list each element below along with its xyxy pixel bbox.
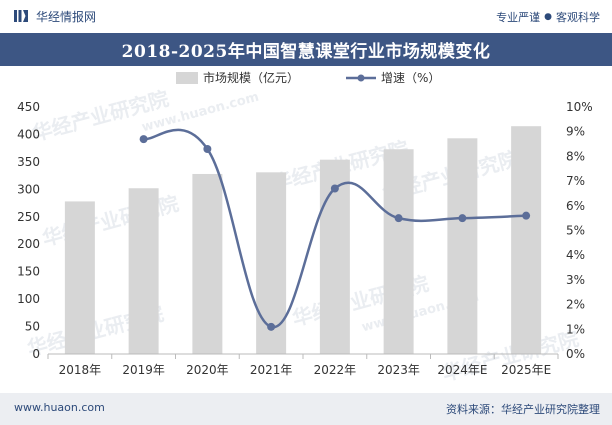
x-tick-label: 2023年 bbox=[377, 363, 420, 377]
brand-logo-icon bbox=[14, 10, 28, 22]
left-tick-label: 450 bbox=[17, 100, 40, 114]
left-tick-label: 50 bbox=[25, 320, 40, 334]
x-tick-label: 2021年 bbox=[250, 363, 293, 377]
right-tick-label: 7% bbox=[566, 174, 585, 188]
chart-title: 2018-2025年中国智慧课堂行业市场规模变化 bbox=[121, 42, 491, 62]
left-tick-label: 150 bbox=[17, 265, 40, 279]
footer-website: www.huaon.com bbox=[14, 401, 105, 414]
bar bbox=[128, 188, 159, 354]
right-tick-label: 3% bbox=[566, 273, 585, 287]
slogan-left: 专业严谨 bbox=[496, 11, 541, 24]
right-tick-label: 10% bbox=[566, 100, 593, 114]
right-tick-label: 0% bbox=[566, 347, 585, 361]
bar bbox=[192, 173, 223, 354]
line-point bbox=[203, 144, 212, 153]
left-tick-label: 100 bbox=[17, 292, 40, 306]
right-tick-label: 2% bbox=[566, 298, 585, 312]
line-point bbox=[267, 322, 276, 331]
legend-bar-swatch bbox=[176, 72, 198, 84]
title-bar: 2018-2025年中国智慧课堂行业市场规模变化 bbox=[0, 33, 612, 66]
left-tick-label: 0 bbox=[32, 347, 40, 361]
right-tick-label: 9% bbox=[566, 125, 585, 139]
left-tick-label: 400 bbox=[17, 127, 40, 141]
line-point bbox=[330, 184, 339, 193]
line-point bbox=[394, 214, 403, 223]
right-tick-label: 4% bbox=[566, 248, 585, 262]
bar bbox=[383, 149, 414, 354]
top-bar: 华经情报网 专业严谨 ● 客观科学 bbox=[0, 0, 612, 30]
slogan-right: 客观科学 bbox=[556, 11, 600, 24]
line-point bbox=[522, 211, 531, 220]
bar bbox=[447, 138, 478, 354]
x-tick-label: 2019年 bbox=[122, 363, 165, 377]
legend-line-marker bbox=[357, 74, 365, 82]
brand-name: 华经情报网 bbox=[36, 9, 97, 24]
brand: 华经情报网 bbox=[14, 7, 96, 25]
left-tick-label: 300 bbox=[17, 182, 40, 196]
legend-bar-label: 市场规模（亿元） bbox=[203, 70, 299, 85]
bar bbox=[511, 126, 542, 354]
slogan: 专业严谨 ● 客观科学 bbox=[496, 9, 600, 25]
right-tick-label: 5% bbox=[566, 224, 585, 238]
bar bbox=[64, 201, 95, 354]
left-tick-label: 250 bbox=[17, 210, 40, 224]
x-tick-label: 2024年E bbox=[437, 363, 487, 377]
left-tick-label: 350 bbox=[17, 155, 40, 169]
legend-line-label: 增速（%） bbox=[381, 71, 440, 85]
footer-source: 资料来源：华经产业研究院整理 bbox=[446, 403, 600, 416]
slogan-separator: ● bbox=[544, 12, 552, 22]
line-point bbox=[458, 214, 467, 223]
right-tick-label: 6% bbox=[566, 199, 585, 213]
x-tick-label: 2018年 bbox=[59, 363, 102, 377]
right-tick-label: 1% bbox=[566, 322, 585, 336]
x-tick-label: 2022年 bbox=[314, 363, 357, 377]
line-point bbox=[139, 135, 148, 144]
left-tick-label: 200 bbox=[17, 237, 40, 251]
x-tick-label: 2025年E bbox=[501, 363, 551, 377]
footer: www.huaon.com 资料来源：华经产业研究院整理 bbox=[0, 393, 612, 425]
right-tick-label: 8% bbox=[566, 149, 585, 163]
x-tick-label: 2020年 bbox=[186, 363, 229, 377]
chart: 市场规模（亿元） 增速（%） 2018年 2019年 2020年 2021年 2022年 20… bbox=[17, 70, 593, 377]
